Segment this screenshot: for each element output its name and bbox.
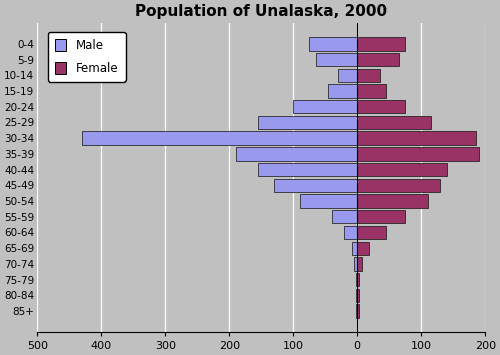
Bar <box>357 289 358 302</box>
Bar <box>357 37 406 50</box>
Bar <box>357 147 479 160</box>
Bar <box>332 210 357 223</box>
Bar <box>300 194 357 208</box>
Bar <box>344 226 357 239</box>
Bar <box>357 131 476 145</box>
Bar <box>316 53 357 66</box>
Bar <box>258 163 357 176</box>
Bar <box>356 273 357 286</box>
Bar <box>274 179 357 192</box>
Bar <box>357 257 362 271</box>
Bar <box>357 179 440 192</box>
Bar <box>357 226 386 239</box>
Bar <box>293 100 357 113</box>
Bar <box>357 273 359 286</box>
Bar <box>352 241 357 255</box>
Bar <box>356 304 357 318</box>
Bar <box>338 69 357 82</box>
Bar <box>357 53 399 66</box>
Bar <box>357 194 428 208</box>
Bar <box>357 241 369 255</box>
Legend: Male, Female: Male, Female <box>48 32 126 82</box>
Bar <box>258 116 357 129</box>
Bar <box>357 210 406 223</box>
Bar <box>357 100 406 113</box>
Bar <box>357 116 431 129</box>
Bar <box>328 84 357 98</box>
Bar <box>356 289 357 302</box>
Bar <box>357 84 386 98</box>
Bar <box>357 163 447 176</box>
Bar <box>309 37 357 50</box>
Bar <box>236 147 357 160</box>
Bar <box>357 304 358 318</box>
Bar <box>82 131 357 145</box>
Title: Population of Unalaska, 2000: Population of Unalaska, 2000 <box>135 4 388 19</box>
Bar <box>354 257 357 271</box>
Bar <box>357 69 380 82</box>
